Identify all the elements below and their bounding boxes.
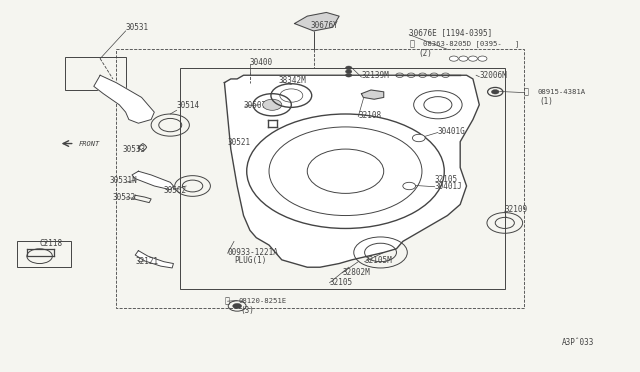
Circle shape — [403, 182, 415, 190]
Text: (2): (2) — [419, 49, 433, 58]
Text: 08120-8251E: 08120-8251E — [239, 298, 287, 304]
Text: 30531N: 30531N — [109, 176, 138, 185]
Circle shape — [412, 134, 425, 142]
Text: (1): (1) — [540, 97, 554, 106]
Text: 32802M: 32802M — [342, 268, 370, 277]
Polygon shape — [135, 251, 173, 268]
Text: 00933-1221A: 00933-1221A — [228, 248, 278, 257]
Polygon shape — [294, 13, 339, 31]
Text: 32105M: 32105M — [365, 256, 392, 265]
Text: 30676E [1194-0395]: 30676E [1194-0395] — [409, 28, 492, 37]
Text: (3): (3) — [241, 306, 254, 315]
Text: 30401J: 30401J — [435, 182, 463, 191]
Text: 32105: 32105 — [435, 175, 458, 184]
Text: 30507: 30507 — [244, 101, 267, 110]
Text: Ⓑ: Ⓑ — [225, 297, 229, 306]
Polygon shape — [225, 75, 479, 267]
Text: 30533: 30533 — [122, 145, 145, 154]
Text: 32108: 32108 — [358, 111, 381, 121]
Bar — [65, 57, 125, 90]
Text: 32109: 32109 — [505, 205, 528, 215]
Text: 32105: 32105 — [330, 278, 353, 287]
Text: 30514: 30514 — [177, 101, 200, 110]
Text: 08363-8205D [0395-   ]: 08363-8205D [0395- ] — [423, 41, 520, 47]
Circle shape — [262, 99, 282, 110]
Text: 30502: 30502 — [164, 186, 187, 195]
Text: Ⓦ: Ⓦ — [524, 87, 529, 96]
Circle shape — [233, 304, 242, 309]
Circle shape — [449, 56, 458, 61]
Text: 38342M: 38342M — [278, 76, 307, 85]
Circle shape — [346, 73, 352, 77]
Circle shape — [468, 56, 477, 61]
Text: 30400: 30400 — [250, 58, 273, 67]
Text: 30532: 30532 — [113, 193, 136, 202]
Text: PLUG(1): PLUG(1) — [234, 256, 266, 265]
Text: FRONT: FRONT — [79, 141, 100, 147]
Circle shape — [492, 90, 499, 94]
Text: A3P̂033: A3P̂033 — [562, 339, 595, 347]
Text: 30531: 30531 — [125, 23, 148, 32]
Circle shape — [346, 66, 352, 70]
Polygon shape — [132, 171, 173, 190]
Text: 30521: 30521 — [228, 138, 251, 147]
Text: 08915-4381A: 08915-4381A — [538, 89, 586, 95]
Text: 32121: 32121 — [135, 257, 158, 266]
Text: 30676Y: 30676Y — [310, 21, 338, 30]
Polygon shape — [94, 75, 154, 123]
Text: 30401G: 30401G — [438, 127, 466, 136]
Text: Ⓢ: Ⓢ — [409, 39, 414, 48]
Text: 32139M: 32139M — [362, 71, 389, 80]
Circle shape — [346, 70, 352, 73]
Circle shape — [478, 56, 487, 61]
Text: C2118: C2118 — [40, 239, 63, 248]
Circle shape — [459, 56, 468, 61]
Polygon shape — [362, 90, 384, 99]
Text: 32006M: 32006M — [479, 71, 507, 80]
Bar — [17, 241, 72, 267]
